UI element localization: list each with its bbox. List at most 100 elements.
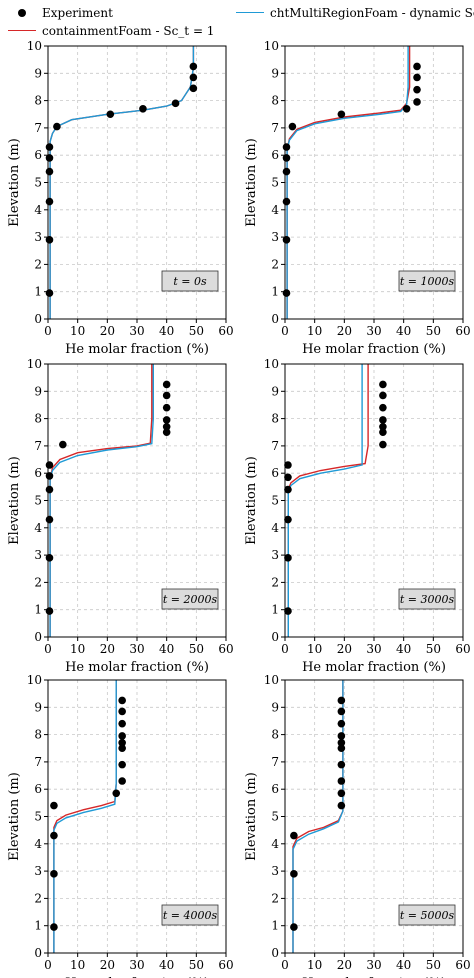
time-label: t = 1000s <box>400 275 455 288</box>
y-tick-label: 7 <box>271 439 279 453</box>
x-tick-label: 30 <box>366 324 381 338</box>
y-tick-label: 0 <box>271 312 279 326</box>
y-tick-label: 9 <box>34 66 42 80</box>
experiment-point <box>53 122 61 131</box>
y-axis-label: Elevation (m) <box>7 772 22 861</box>
legend-label-chtmultiregionfoam: chtMultiRegionFoam - dynamic Sc_t <box>270 6 474 20</box>
y-tick-label: 5 <box>34 810 42 824</box>
experiment-point <box>45 472 54 480</box>
y-tick-label: 4 <box>271 203 279 217</box>
x-tick-label: 50 <box>189 958 204 972</box>
experiment-point <box>379 422 387 431</box>
time-label: t = 5000s <box>400 909 455 922</box>
y-tick-label: 9 <box>271 384 279 398</box>
experiment-point <box>45 154 54 162</box>
time-label: t = 0s <box>173 275 207 288</box>
experiment-point <box>118 707 126 716</box>
experiment-point <box>337 732 346 740</box>
y-tick-label: 7 <box>271 121 279 135</box>
experiment-point <box>50 870 58 878</box>
y-tick-label: 9 <box>271 66 279 80</box>
experiment-point <box>282 167 291 176</box>
experiment-point <box>290 831 298 840</box>
y-tick-label: 8 <box>34 412 42 426</box>
experiment-point <box>284 485 292 494</box>
chart-panel-5: 0 10 20 30 40 50 60 0 1 2 3 4 5 6 7 8 9 10 t = 4000s He mol… <box>7 673 234 978</box>
x-axis-label: He molar fraction (%) <box>65 976 209 978</box>
experiment-point <box>106 110 115 119</box>
experiment-point <box>162 422 171 431</box>
y-tick-label: 10 <box>264 39 279 53</box>
x-axis-label: He molar fraction (%) <box>302 660 446 675</box>
experiment-point <box>162 403 171 412</box>
experiment-point <box>162 391 171 400</box>
experiment-point <box>118 732 126 740</box>
x-tick-label: 20 <box>337 324 352 338</box>
experiment-point <box>118 760 126 769</box>
y-tick-label: 0 <box>271 630 279 644</box>
x-tick-label: 40 <box>159 958 174 972</box>
experiment-point <box>50 923 58 931</box>
x-tick-label: 60 <box>218 642 233 656</box>
x-tick-label: 10 <box>307 324 322 338</box>
y-tick-label: 4 <box>34 203 42 217</box>
experiment-point <box>282 236 291 244</box>
experiment-point <box>337 738 346 747</box>
experiment-point <box>284 515 292 524</box>
y-tick-label: 5 <box>271 810 279 824</box>
y-tick-label: 2 <box>34 575 42 589</box>
y-tick-label: 1 <box>271 285 279 299</box>
chart-panel-2: 0 10 20 30 40 50 60 0 1 2 3 4 5 6 7 8 9 10 t = 1000s He mol… <box>244 39 471 357</box>
y-tick-label: 1 <box>271 919 279 933</box>
y-tick-label: 1 <box>34 285 42 299</box>
chart-panel-3: 0 10 20 30 40 50 60 0 1 2 3 4 5 6 7 8 9 10 t = 2000s He mol… <box>7 357 234 675</box>
experiment-point <box>45 515 54 524</box>
y-tick-label: 7 <box>34 755 42 769</box>
experiment-point <box>379 380 387 389</box>
time-label-box <box>161 588 219 610</box>
axes-frame <box>284 45 464 320</box>
y-tick-label: 5 <box>271 494 279 508</box>
legend-experiment: Experiment <box>6 6 113 20</box>
y-tick-label: 4 <box>271 837 279 851</box>
y-tick-label: 10 <box>27 673 42 687</box>
y-tick-label: 4 <box>34 837 42 851</box>
axes-frame <box>284 363 464 638</box>
experiment-point <box>162 380 171 389</box>
experiment-point <box>45 289 54 297</box>
y-tick-label: 2 <box>34 257 42 271</box>
experiment-point <box>189 62 198 71</box>
y-tick-label: 4 <box>34 521 42 535</box>
experiment-point <box>45 461 54 469</box>
x-tick-label: 10 <box>70 324 85 338</box>
experiment-point <box>118 744 126 753</box>
y-tick-label: 8 <box>271 412 279 426</box>
experiment-point <box>282 143 291 151</box>
chart-panel-4: 0 10 20 30 40 50 60 0 1 2 3 4 5 6 7 8 9 10 t = 3000s He mol… <box>244 357 471 675</box>
experiment-point <box>402 104 411 113</box>
legend-label-experiment: Experiment <box>42 6 113 20</box>
y-tick-label: 10 <box>27 39 42 53</box>
x-tick-label: 60 <box>455 324 470 338</box>
x-tick-label: 20 <box>100 324 115 338</box>
experiment-point <box>337 696 346 705</box>
legend-containmentfoam: containmentFoam - Sc_t = 1 <box>6 24 214 38</box>
experiment-point <box>45 143 54 151</box>
x-tick-label: 40 <box>396 958 411 972</box>
experiment-point <box>284 473 292 482</box>
experiment-point <box>118 696 126 705</box>
experiment-point <box>413 98 421 106</box>
x-axis-label: He molar fraction (%) <box>302 342 446 357</box>
legend-line-chtmultiregionfoam <box>234 7 266 19</box>
experiment-point <box>337 744 346 753</box>
x-tick-label: 30 <box>366 642 381 656</box>
experiment-point <box>288 122 297 131</box>
legend: Experiment containmentFoam - Sc_t = 1 ch… <box>0 0 474 44</box>
experiment-point <box>118 738 126 747</box>
experiment-point <box>282 289 291 297</box>
y-tick-label: 10 <box>264 357 279 371</box>
experiment-point <box>337 110 346 119</box>
y-axis-label: Elevation (m) <box>244 772 259 861</box>
time-label-box <box>398 904 456 926</box>
series-line-chtmultiregionfoam <box>292 680 344 953</box>
